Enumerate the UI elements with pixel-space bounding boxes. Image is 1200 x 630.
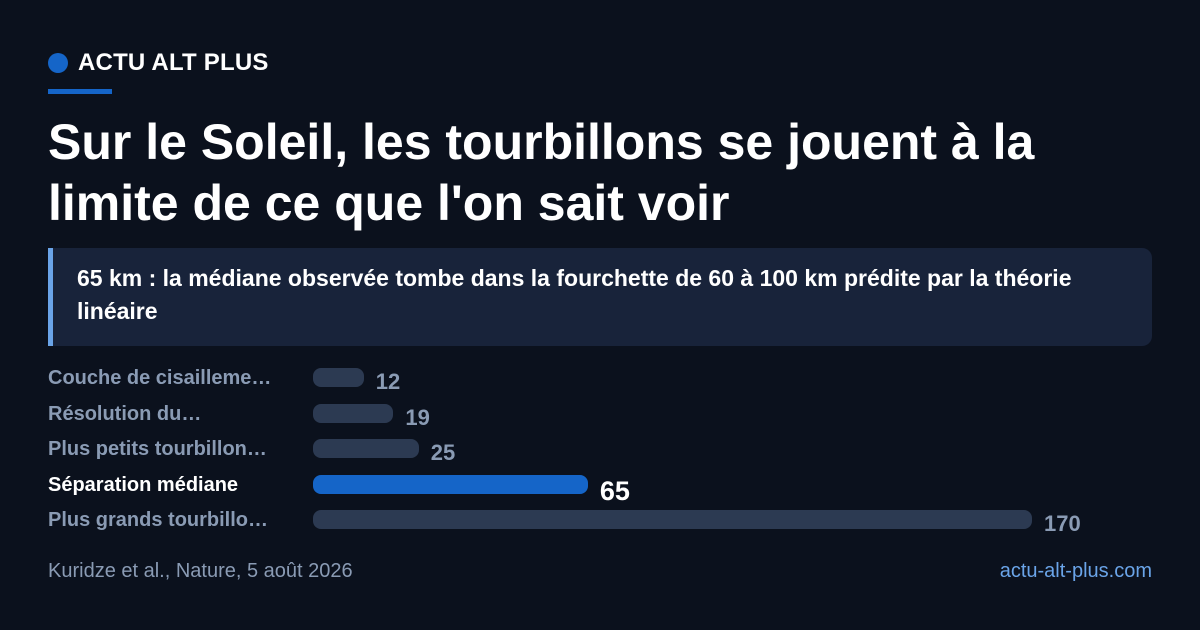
source-citation: Kuridze et al., Nature, 5 août 2026 — [48, 560, 353, 582]
bar-value: 19 — [405, 404, 430, 430]
headline: Sur le Soleil, les tourbillons se jouent… — [48, 114, 1035, 231]
bar-label: Couche de cisailleme… — [48, 367, 272, 389]
brand-name: ACTU ALT PLUS — [78, 49, 269, 76]
brand-underline — [48, 89, 112, 94]
bar-label: Plus petits tourbillon… — [48, 438, 267, 460]
bar-label: Séparation médiane — [48, 473, 239, 496]
site-link[interactable]: actu-alt-plus.com — [999, 560, 1152, 582]
bar-value: 12 — [375, 369, 401, 394]
bar — [313, 439, 419, 458]
bar — [313, 403, 394, 423]
bar-value: 65 — [599, 475, 630, 506]
bar-label: Résolution du… — [48, 402, 202, 425]
bar — [313, 510, 1032, 529]
bar-value: 170 — [1044, 511, 1081, 536]
bar-value: 25 — [430, 440, 456, 465]
brand-dot-icon — [48, 53, 68, 73]
callout-text: 65 km : la médiane observée tombe dans l… — [77, 265, 1072, 324]
bar-label: Plus grands tourbillo… — [48, 509, 269, 531]
key-fact-callout: 65 km : la médiane observée tombe dans l… — [48, 248, 1152, 346]
bar — [313, 368, 364, 387]
bar — [313, 474, 588, 494]
brand: ACTU ALT PLUS — [48, 48, 269, 78]
